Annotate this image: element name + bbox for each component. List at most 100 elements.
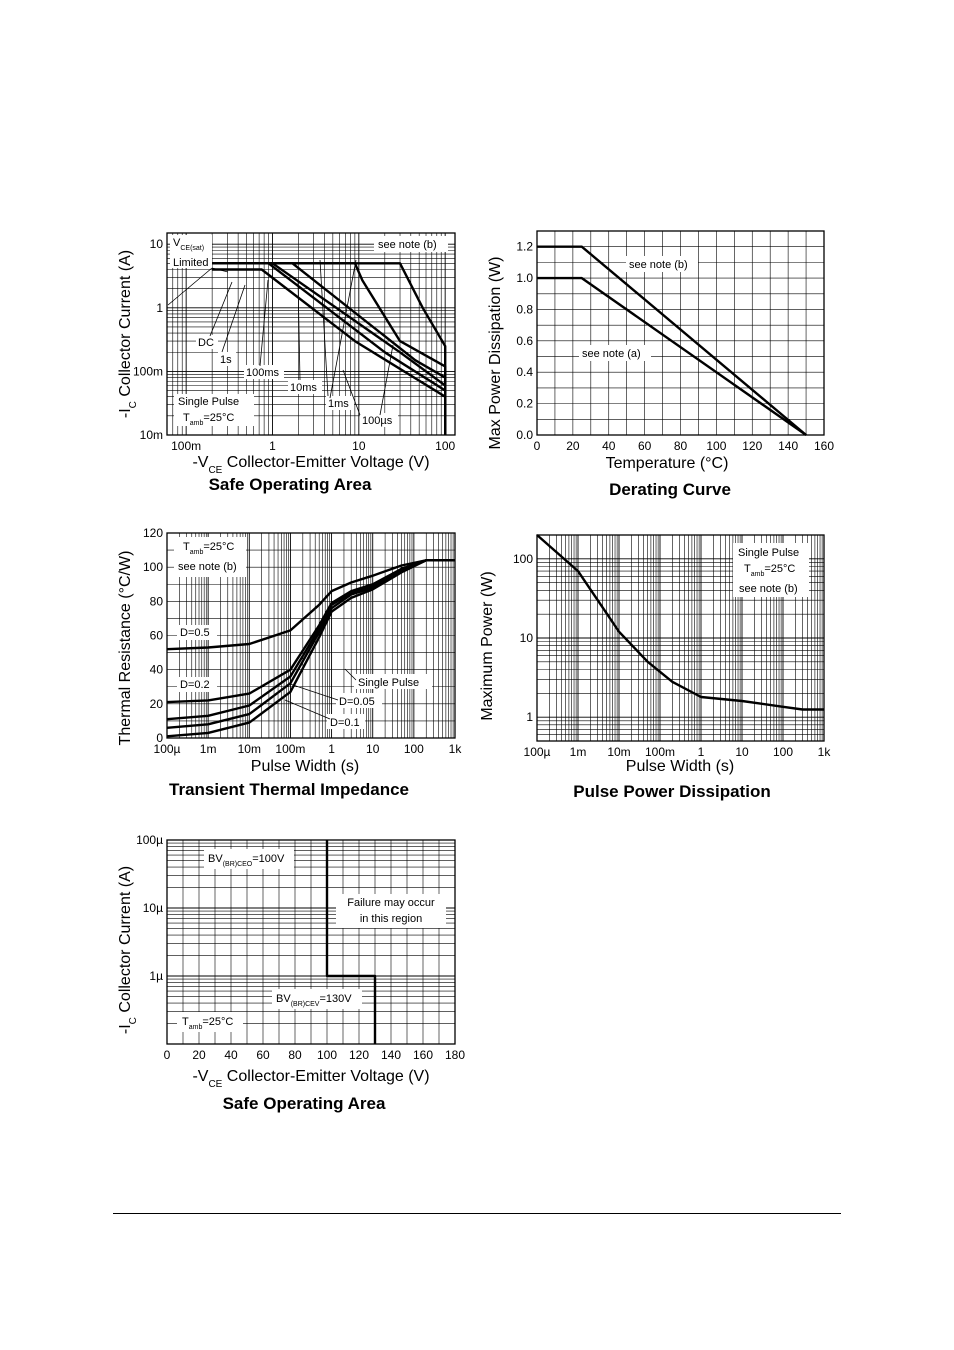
x-tick-label: 80 [288, 1048, 302, 1062]
y-tick-label: 60 [150, 629, 164, 643]
tamb-label-sub: amb [189, 1024, 203, 1031]
x-tick-label: 10 [735, 745, 749, 759]
x-tick-label: 40 [602, 439, 616, 453]
tamb-label-sub: amb [190, 420, 204, 427]
bvcev-label: BV(BR)CEV=130V [276, 993, 352, 1008]
note-a-label: see note (a) [582, 348, 641, 360]
series-line-Single-Pulse [166, 559, 455, 738]
series-line-Single-Pulse [536, 534, 824, 711]
chart-soa2: 0 20 40 60 80 100 120 140 160 180 1µ 10µ 100µ -VCE Co… [117, 833, 465, 1113]
ms1-box [326, 396, 354, 410]
x-tick-label: 160 [413, 1048, 433, 1062]
x-tick-label: 100m [171, 439, 201, 453]
series-line-see-note-a- [537, 276, 807, 436]
chart-title: Safe Operating Area [209, 475, 372, 494]
y-tick-label: 1 [526, 710, 533, 724]
y-tick-label: 0.4 [516, 365, 533, 379]
vce-sat-label-sub: CE(sat) [180, 245, 204, 252]
one-s-label: 1s [220, 354, 232, 366]
tamb-label: Tamb=25°C [183, 412, 234, 427]
d02-label-main: D=0.2 [180, 679, 210, 691]
x-tick-label: 160 [814, 439, 834, 453]
y-tick-label: 0 [156, 731, 163, 745]
x-axis-label: Pulse Width (s) [251, 758, 359, 775]
x-tick-label: 1 [269, 439, 276, 453]
chart-title: Transient Thermal Impedance [169, 780, 409, 799]
y-tick-label: 100µ [136, 833, 163, 847]
y-tick-label: 1.2 [516, 240, 533, 254]
series-line-100-s [253, 262, 447, 435]
leader-line [211, 267, 229, 273]
y-tick-label: 20 [150, 697, 164, 711]
tamb-label-after: =25°C [203, 412, 234, 424]
x-tick-label: 10 [366, 742, 380, 756]
x-axis-label-part: -V [192, 454, 208, 471]
x-tick-label: 140 [778, 439, 798, 453]
series-group [325, 840, 377, 1044]
x-tick-label: 180 [445, 1048, 465, 1062]
bvceo-box [204, 849, 294, 869]
x-tick-label: 1m [200, 742, 217, 756]
plot-frame [166, 839, 456, 1045]
tamb-label-main: T [182, 1016, 189, 1028]
dc-label: DC [198, 337, 214, 349]
y-axis-label-part: Max Power Dissipation (W) [487, 257, 504, 450]
x-axis-label-part: Collector-Emitter Voltage (V) [222, 1068, 429, 1085]
series-line-boundary [325, 840, 377, 1044]
d05-box [177, 625, 217, 640]
y-tick-label: 40 [150, 663, 164, 677]
tamb-label-sub: amb [190, 549, 204, 556]
ms100-box [244, 365, 284, 379]
bvceo-label-after: =100V [252, 853, 285, 865]
x-axis-label: Temperature (°C) [606, 455, 729, 472]
tamb-box [174, 537, 246, 577]
single-pulse-label-main: Single Pulse [178, 396, 239, 408]
x-tick-label: 20 [192, 1048, 206, 1062]
limited-label: Limited [173, 257, 208, 269]
x-tick-label: 60 [638, 439, 652, 453]
x-tick-label: 1 [328, 742, 335, 756]
one-s-label-main: 1s [220, 354, 232, 366]
y-tick-label: 120 [143, 526, 163, 540]
y-axis-label-part: Collector Current (A) [117, 250, 134, 401]
vce-sat-box [170, 235, 212, 268]
ms1-label-main: 1ms [328, 398, 349, 410]
note-b-label-main: see note (b) [178, 561, 237, 573]
x-tick-label: 100 [706, 439, 726, 453]
tamb-label-main: T [744, 563, 751, 575]
y-tick-label: 1 [156, 301, 163, 315]
y-tick-label: 100 [513, 552, 533, 566]
x-axis-label-part: CE [208, 465, 222, 476]
x-axis-label-part: Temperature (°C) [606, 455, 729, 472]
x-tick-label: 100µ [524, 745, 551, 759]
pulse-box [733, 543, 809, 597]
y-axis-label-part: Collector Current (A) [117, 866, 134, 1017]
note-b-label-main: see note (b) [378, 239, 437, 251]
leader-line [209, 281, 233, 337]
series-group [166, 559, 455, 738]
note-b-box [626, 256, 698, 272]
dc-box [196, 335, 218, 349]
x-axis-label-part: Collector-Emitter Voltage (V) [222, 454, 429, 471]
note-b-label: see note (b) [178, 561, 237, 573]
y-axis-label: -IC Collector Current (A) [117, 866, 139, 1034]
tamb-label-after: =25°C [202, 1016, 233, 1028]
x-axis-label: -VCE Collector-Emitter Voltage (V) [192, 1068, 429, 1090]
x-tick-label: 1 [698, 745, 705, 759]
failure-label-line2: in this region [360, 913, 422, 925]
ms10-label: 10ms [290, 382, 317, 394]
y-axis-label-part: Maximum Power (W) [479, 571, 496, 720]
d01-box [327, 714, 365, 729]
leader-line [319, 259, 329, 397]
d005-box [336, 693, 382, 708]
y-tick-label: 0.0 [516, 428, 533, 442]
tamb-label: Tamb=25°C [744, 563, 795, 578]
leader-line [259, 279, 269, 367]
series-line-see-note-b- [537, 245, 807, 436]
plot-frame [166, 232, 456, 436]
note-a-box [579, 345, 651, 361]
leader-line [167, 267, 213, 306]
ms100-label: 100ms [246, 367, 280, 379]
